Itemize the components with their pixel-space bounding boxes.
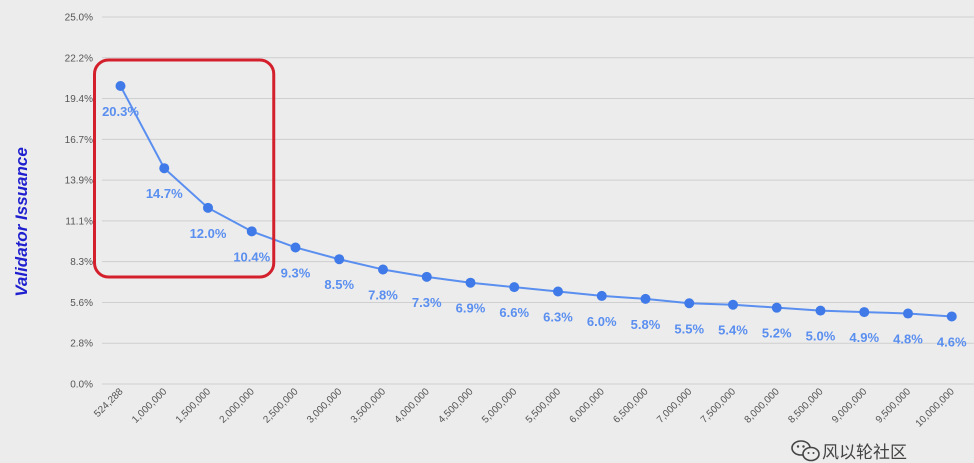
data-label: 5.2%	[762, 326, 792, 341]
y-tick-label: 16.7%	[65, 135, 93, 146]
series-line	[119, 85, 952, 318]
data-label: 6.0%	[587, 314, 617, 329]
data-point	[421, 271, 432, 282]
data-label: 4.9%	[849, 330, 879, 345]
data-point	[334, 254, 345, 265]
data-label: 5.5%	[674, 321, 704, 336]
y-axis-ticks: 0.0% 2.8% 5.6% 8.3% 11.1% 13.9% 16.7% 19.4% 22.2…	[65, 13, 93, 391]
gridlines	[102, 16, 974, 385]
data-point	[246, 226, 257, 237]
watermark-text: 风以轮社区	[822, 443, 907, 463]
data-point	[509, 282, 520, 293]
data-points	[115, 80, 957, 322]
data-label: 4.6%	[937, 334, 967, 349]
data-label: 6.3%	[543, 310, 573, 325]
data-label: 20.3%	[102, 104, 139, 119]
data-labels: 20.3% 14.7% 12.0% 10.4% 9.3% 8.5% 7.8% 7.3% 6.9%…	[102, 104, 967, 349]
y-tick-label: 5.6%	[70, 298, 93, 309]
data-point	[946, 311, 957, 322]
data-point	[771, 302, 782, 313]
data-point	[290, 242, 301, 253]
data-point	[553, 286, 563, 297]
y-tick-label: 0.0%	[70, 380, 93, 391]
data-point	[203, 202, 213, 213]
y-tick-label: 11.1%	[65, 216, 93, 227]
y-axis-label: Validator Issuance	[12, 147, 31, 297]
data-label: 6.6%	[499, 305, 529, 320]
data-point	[684, 298, 695, 309]
data-point	[903, 308, 913, 319]
data-point	[159, 163, 170, 174]
data-point	[815, 305, 826, 316]
y-tick-label: 13.9%	[65, 176, 93, 187]
data-point	[378, 264, 388, 275]
data-label: 7.3%	[412, 295, 442, 310]
data-label: 5.0%	[806, 329, 836, 344]
y-tick-label: 8.3%	[70, 257, 93, 268]
data-label: 7.8%	[368, 287, 398, 302]
y-tick-label: 2.8%	[70, 339, 93, 350]
y-tick-label: 25.0%	[65, 13, 93, 24]
data-label: 6.9%	[456, 301, 486, 316]
data-point	[465, 277, 476, 288]
data-label: 9.3%	[281, 265, 311, 280]
data-point	[640, 293, 651, 304]
data-point	[728, 299, 738, 310]
highlight-box	[93, 58, 276, 279]
y-tick-label: 22.2%	[65, 53, 93, 64]
y-tick-label: 19.4%	[65, 94, 93, 105]
data-label: 12.0%	[190, 226, 227, 241]
watermark: 风以轮社区	[791, 440, 907, 463]
data-point	[596, 290, 607, 301]
data-label: 4.8%	[893, 332, 923, 347]
series-path	[119, 85, 952, 318]
data-label: 5.8%	[631, 317, 661, 332]
data-label: 8.5%	[324, 277, 354, 292]
data-label: 5.4%	[718, 323, 748, 338]
data-point	[859, 307, 870, 318]
data-label: 14.7%	[146, 186, 183, 201]
data-label: 10.4%	[233, 249, 270, 264]
data-point	[115, 80, 126, 91]
wechat-icon	[791, 440, 820, 462]
